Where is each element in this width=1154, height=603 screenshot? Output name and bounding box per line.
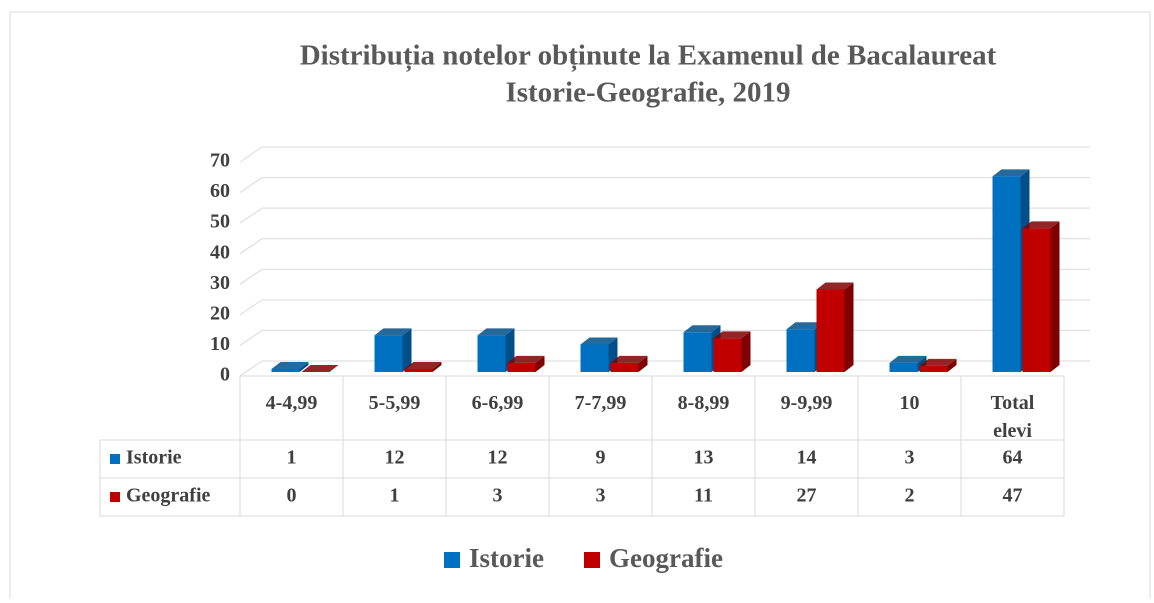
bar (580, 344, 609, 372)
bar-top (507, 355, 545, 363)
bar (610, 362, 639, 372)
x-tick-label-box: 4-4,99 (265, 392, 318, 414)
table-cell: 64 (1003, 447, 1023, 469)
chart-subtitle: Istorie-Geografie, 2019 (505, 77, 790, 109)
bar-side (1050, 221, 1060, 372)
bar (507, 362, 536, 372)
grid-line (239, 238, 263, 255)
y-tick-label: 60 (210, 180, 230, 202)
table-key (110, 492, 120, 502)
bar (713, 338, 742, 372)
table-cell: 27 (797, 485, 817, 507)
bar-side (947, 358, 957, 372)
legend-swatch (584, 552, 600, 568)
bar-side (638, 355, 648, 372)
bar-top (889, 355, 927, 363)
y-tick-label: 30 (210, 272, 230, 294)
bar (889, 362, 918, 372)
x-tick-label-box: 7-7,99 (574, 392, 627, 414)
bar-side (844, 282, 854, 372)
bar-top (580, 337, 618, 345)
bar-top (271, 361, 309, 369)
bar-top (1022, 221, 1060, 229)
bar (374, 335, 403, 372)
x-tick-label: 8-8,99 (677, 392, 730, 414)
bar (786, 329, 815, 372)
table-cell: 13 (694, 447, 714, 469)
grid-line (239, 330, 263, 346)
bar (404, 368, 433, 372)
table-cell: 9 (596, 447, 606, 469)
bar-side (432, 361, 442, 372)
table-row-header: Geografie (126, 485, 211, 507)
x-tick-label: Total elevi (990, 392, 1035, 442)
bar-top (816, 282, 854, 290)
x-tick-label-box: 8-8,99 (677, 392, 730, 414)
bar-top (786, 322, 824, 330)
grid-line (239, 146, 263, 163)
grid-line (239, 207, 263, 224)
legend-label: Geografie (609, 543, 723, 573)
grid-line (239, 177, 263, 193)
x-tick-label: 4-4,99 (265, 392, 318, 414)
x-tick-label: 9-9,99 (780, 392, 833, 414)
table-row-header: Istorie (126, 447, 182, 469)
bar (477, 335, 506, 372)
y-tick-label: 10 (210, 333, 230, 355)
table-cell: 3 (905, 447, 915, 469)
table-key (110, 454, 120, 464)
x-tick-label-box: 6-6,99 (471, 392, 524, 414)
legend-swatch (444, 552, 460, 568)
bar-side (299, 361, 309, 372)
bar (816, 289, 845, 372)
x-tick-label: 7-7,99 (574, 392, 627, 414)
table-cell: 1 (390, 485, 400, 507)
table-cell: 12 (385, 447, 405, 469)
bar (683, 332, 712, 372)
y-tick-label: 50 (210, 211, 230, 233)
legend-label: Istorie (469, 543, 544, 573)
bar (271, 368, 300, 372)
y-tick-label: 20 (210, 302, 230, 324)
y-tick-label: 70 (210, 150, 230, 172)
bar-top (374, 328, 412, 336)
bar-top (919, 358, 957, 366)
bar-top (992, 169, 1030, 177)
table-cell: 11 (694, 485, 713, 507)
x-tick-label-box: Total elevi (990, 392, 1035, 442)
x-tick-label-box: 9-9,99 (780, 392, 833, 414)
bar-side (402, 328, 412, 372)
table-cell: 1 (287, 447, 297, 469)
y-tick-label: 0 (220, 364, 230, 386)
table-cell: 0 (287, 485, 297, 507)
bar-top (713, 331, 751, 339)
bar (919, 365, 948, 372)
bar-top (301, 365, 339, 372)
grid-line (239, 268, 263, 285)
bar-top (610, 355, 648, 363)
table-cell: 3 (493, 485, 503, 507)
x-tick-label: 6-6,99 (471, 392, 524, 414)
x-tick-label: 10 (899, 392, 920, 414)
bar-top (404, 361, 442, 369)
bar-side (741, 331, 751, 372)
grid-line (239, 360, 263, 377)
x-tick-label-box: 10 (899, 392, 920, 414)
table-cell: 14 (797, 447, 817, 469)
x-tick-label: 5-5,99 (368, 392, 421, 414)
y-tick-label: 40 (210, 241, 230, 263)
bar-side (535, 355, 545, 372)
grid-line (239, 299, 263, 316)
table-cell: 3 (596, 485, 606, 507)
table-cell: 12 (488, 447, 508, 469)
x-tick-label-box: 5-5,99 (368, 392, 421, 414)
bar (1022, 228, 1051, 372)
bar (992, 176, 1021, 372)
table-cell: 2 (905, 485, 915, 507)
bar-top (477, 328, 515, 336)
table-cell: 47 (1003, 485, 1023, 507)
bar-top (683, 325, 721, 333)
chart-title: Distribuția notelor obținute la Examenul… (300, 40, 997, 73)
